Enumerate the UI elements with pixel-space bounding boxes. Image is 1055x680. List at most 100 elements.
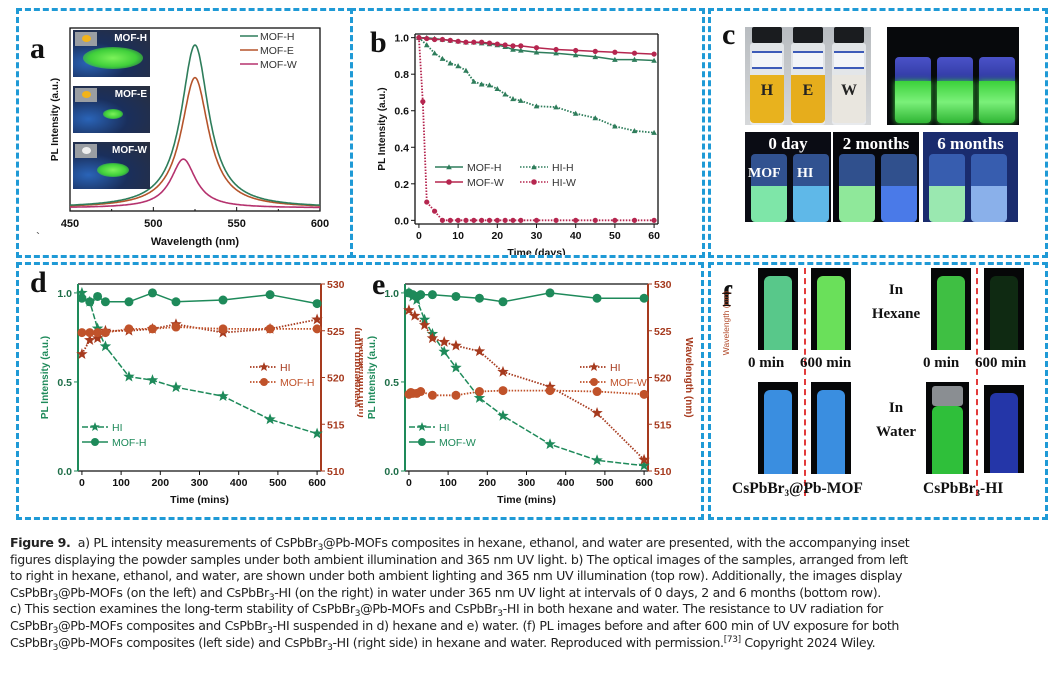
vial-body-top [764,276,792,350]
legend-label: MOF-W [260,59,297,71]
legend-label: HI [280,362,291,374]
data-point [470,78,477,84]
data-point [474,293,484,303]
uv-vial [937,57,973,123]
data-point [518,217,524,223]
data-point [439,55,446,61]
y-right-axis-label: Wavelength (nm) [683,337,694,417]
y-tick-label: 0.4 [394,142,409,154]
data-point [639,389,649,399]
data-point [76,286,88,298]
citation-ref: [73] [723,634,741,645]
sample-text: CsPbBr [923,480,976,497]
panel-letter-a: a [30,32,45,65]
legend-marker [589,362,599,372]
data-point [455,63,461,69]
time-label: 2 months [842,134,910,153]
divider-mof [804,268,806,496]
data-point [486,40,493,46]
data-point [217,390,229,402]
data-point [450,339,462,351]
data-point [497,365,509,377]
y-tick-label: 0.6 [394,106,409,118]
panel-letter-d: d [30,266,47,299]
data-point [518,43,524,49]
data-point [123,370,135,382]
legend-label: MOF-W [467,177,504,189]
data-point [494,86,501,92]
photo-mof-hexane-600min [811,268,851,350]
caption-line: figures displaying the powder samples un… [10,552,1052,569]
medium-hexane-in: In [888,282,904,298]
x-tick-label: 60 [648,230,660,242]
data-point [639,293,649,303]
data-point [265,324,275,334]
data-point [463,67,469,73]
x-tick-label: 450 [61,218,79,230]
panel-box-f [708,262,1048,520]
caption-text: @Pb-MOFs composites and CsPbBr [58,617,268,633]
panel-letter-b: b [370,26,387,59]
vial-body-top [764,390,792,474]
time-label-1: 600 min [800,355,852,371]
caption-line: to right in hexane, ethanol, and water, … [10,568,1052,585]
time-label: 0 day [768,134,808,153]
data-point [311,427,323,439]
caption-text: CsPbBr [10,584,53,600]
data-point [427,390,437,400]
time-vial-top [929,154,965,186]
data-point [553,217,559,223]
photo-mof-water-600min [811,382,851,474]
legend-marker [260,378,268,386]
green-emission [83,47,143,69]
data-point [638,459,650,471]
data-point [416,290,426,300]
legend-label: MOF-H [112,437,146,449]
data-point [450,361,462,373]
data-point [592,293,602,303]
photo-hi-hexane-600min [984,268,1024,350]
subscript: 3 [327,642,333,653]
x-tick-label: 30 [531,230,543,242]
series-line-mof-w-left [408,292,645,303]
powder-dot [82,147,91,154]
data-point [612,217,618,223]
vial-body-top [932,406,963,474]
x-axis-label: Time (mins) [497,494,556,506]
series-line-mof-h-left [81,292,318,305]
y-right-tick-label: 530 [327,279,345,291]
subscript: 3 [268,592,275,603]
time-vial [971,154,1007,222]
data-point [447,37,453,43]
data-point [651,51,657,57]
data-point [612,123,618,129]
time-label-3: 600 min [975,355,1027,371]
vial-letter: E [802,82,814,99]
y-right-tick-label: 510 [654,466,672,478]
data-point [471,39,477,45]
ambient-thumbnail [75,32,97,46]
time-vial [751,154,787,222]
subscript: 3 [52,642,59,653]
data-point [631,50,638,56]
series-line-mof-h-right [81,326,318,334]
photo-time-2: 6 months [923,132,1018,222]
series-line-mof-h [69,44,321,206]
vial-tag-mof: MOF [748,166,781,181]
data-point [592,54,599,60]
x-axis-label: Time (mins) [170,494,229,506]
data-point [573,47,579,54]
x-tick-label: 0 [79,477,85,489]
figure-caption: Figure 9. a) PL intensity measurements o… [10,535,1052,653]
data-point [474,387,484,397]
chart-e-water-uv: 0 100 200 300 400 500 600 Time (mins) 0.0 0.5 1.0 P… [355,279,694,506]
y-right-tick-label: 525 [654,326,672,338]
photo-time-0: 0 day MOF HI [745,132,831,222]
vial-body-top [817,276,845,350]
data-point [93,328,103,338]
vial-body-top [990,393,1018,473]
data-point [77,328,87,338]
legend-marker [417,422,427,432]
data-point [455,217,461,223]
series-line-mof-w-right [408,389,645,397]
